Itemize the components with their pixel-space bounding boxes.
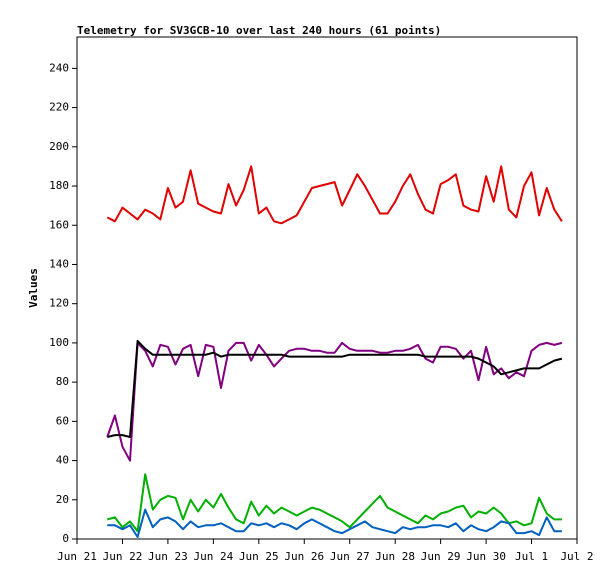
y-tick-label: 140 — [49, 257, 69, 270]
x-tick-label: Jun 24 — [193, 550, 233, 563]
y-tick-label: 160 — [49, 218, 69, 231]
y-tick-label: 100 — [49, 336, 69, 349]
y-tick-label: 220 — [49, 101, 69, 114]
x-tick-label: Jun 27 — [330, 550, 370, 563]
plot-frame — [76, 36, 578, 540]
y-tick-label: 40 — [56, 454, 69, 467]
x-tick-label: Jun 21 — [57, 550, 97, 563]
x-tick-label: Jun 30 — [466, 550, 506, 563]
y-tick-label: 60 — [56, 414, 69, 427]
x-tick-label: Jun 22 — [103, 550, 143, 563]
series-line — [106, 165, 563, 225]
series-line — [106, 341, 563, 462]
x-tick-label: Jun 26 — [284, 550, 324, 563]
y-axis-label: Values — [27, 268, 40, 308]
x-tick-label: Jul 1 — [515, 550, 548, 563]
chart-title: Telemetry for SV3GCB-10 over last 240 ho… — [77, 24, 441, 37]
y-tick-label: 120 — [49, 297, 69, 310]
y-tick-label: 20 — [56, 493, 69, 506]
y-tick-label: 80 — [56, 375, 69, 388]
x-tick-label: Jun 28 — [375, 550, 415, 563]
series-line — [107, 339, 563, 438]
y-tick-label: 240 — [49, 61, 69, 74]
x-tick-label: Jun 25 — [239, 550, 279, 563]
x-tick-label: Jun 29 — [421, 550, 461, 563]
series-line — [107, 508, 562, 538]
x-tick-label: Jun 23 — [148, 550, 188, 563]
series-line — [107, 473, 562, 533]
y-tick-label: 180 — [49, 179, 69, 192]
y-tick-label: 200 — [49, 140, 69, 153]
x-tick-label: Jul 2 — [560, 550, 593, 563]
y-tick-label: 0 — [62, 532, 69, 545]
